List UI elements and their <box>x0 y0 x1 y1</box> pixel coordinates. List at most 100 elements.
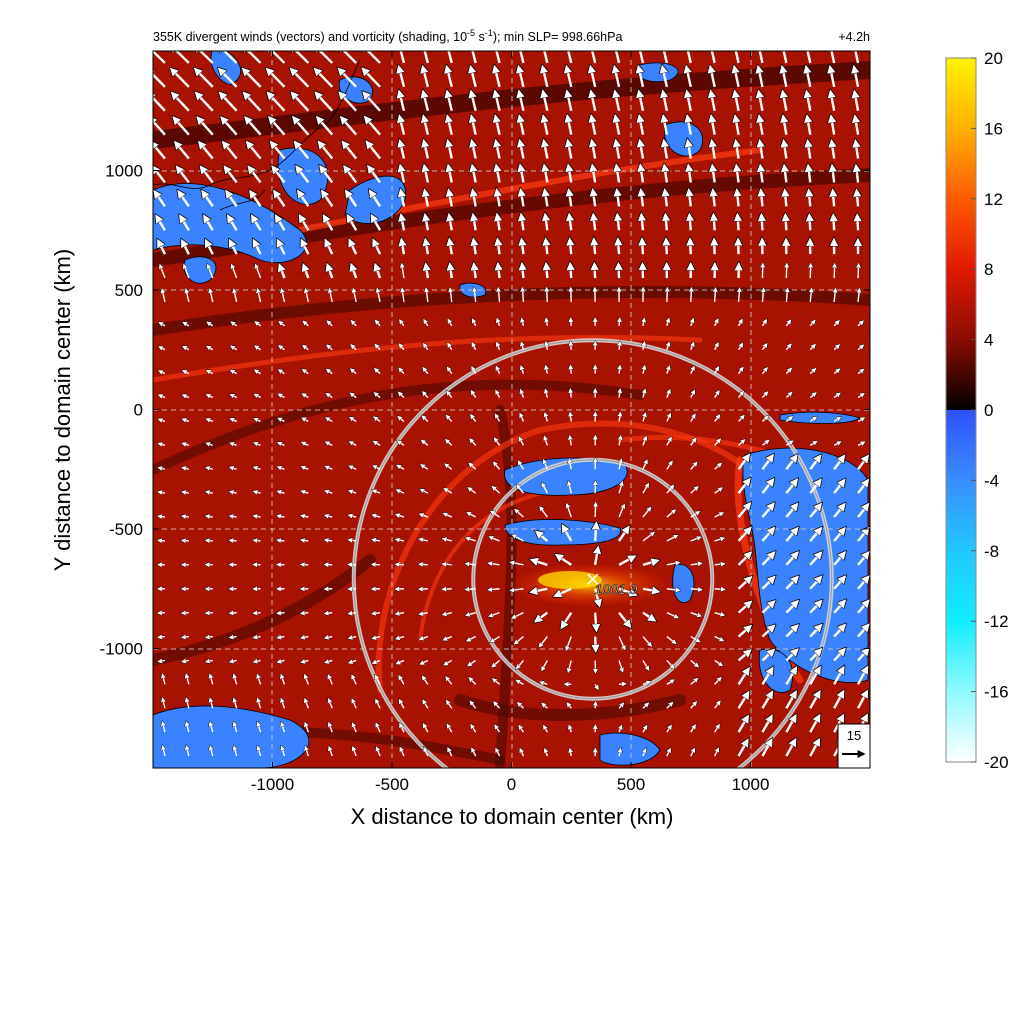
wind-vector <box>253 540 261 541</box>
wind-vector <box>734 66 738 88</box>
wind-vector <box>183 322 190 326</box>
wind-vector <box>521 214 523 231</box>
wind-vector <box>253 240 262 255</box>
wind-vector <box>785 320 791 327</box>
wind-vector <box>253 637 261 638</box>
wind-vector <box>469 677 477 685</box>
wind-vector <box>376 699 381 709</box>
wind-vector <box>158 492 166 493</box>
wind-vector <box>714 677 722 685</box>
wind-vector <box>855 140 858 159</box>
wind-vector <box>442 589 452 590</box>
wind-vector <box>544 140 548 159</box>
wind-vector <box>448 748 453 757</box>
wind-vector <box>785 344 791 351</box>
wind-vector <box>857 214 858 231</box>
wind-vector <box>472 164 476 183</box>
wind-vector <box>619 341 620 350</box>
wind-vector <box>442 613 452 615</box>
divergent-wind-vectors <box>153 51 869 757</box>
wind-vector <box>206 394 214 397</box>
wind-vector <box>348 637 357 639</box>
wind-vector <box>519 437 525 446</box>
wind-vector <box>830 66 834 88</box>
wind-vector <box>254 394 261 398</box>
wind-vector <box>466 538 476 541</box>
wind-vector <box>761 739 772 757</box>
wind-vector <box>735 115 738 135</box>
wind-vector <box>231 264 238 279</box>
wind-vector <box>785 392 792 399</box>
wind-vector <box>618 636 625 650</box>
wind-vector <box>182 419 190 422</box>
wind-vector <box>170 51 190 64</box>
wind-vector <box>516 659 524 668</box>
wind-vector <box>833 528 845 542</box>
wind-vector <box>205 516 213 517</box>
wind-vector <box>329 746 332 757</box>
wind-vector <box>470 414 477 422</box>
wind-vector <box>760 140 763 159</box>
wind-vector <box>204 215 214 231</box>
wind-vector <box>522 263 524 279</box>
wind-vector <box>711 115 715 135</box>
wind-vector <box>858 288 859 303</box>
wind-vector <box>569 189 572 207</box>
wind-vector <box>512 535 524 542</box>
wind-vector <box>666 238 667 255</box>
wind-vector <box>396 514 405 517</box>
wind-vector <box>422 66 427 88</box>
wind-vector <box>423 700 429 709</box>
wind-vector <box>761 552 774 566</box>
wind-vector <box>545 389 547 398</box>
wind-vector <box>372 515 381 517</box>
wind-vector <box>531 560 548 565</box>
wind-vector <box>514 636 524 645</box>
wind-vector <box>496 189 499 207</box>
wind-vector <box>493 462 501 470</box>
wind-vector <box>294 141 310 160</box>
wind-vector <box>234 698 237 709</box>
wind-vector <box>615 90 619 111</box>
wind-vector <box>277 613 285 614</box>
wind-vector <box>691 366 695 374</box>
wind-vector <box>809 479 821 494</box>
y-axis-ticks: 1000 500 0 -500 -1000 <box>100 162 870 659</box>
colorbar: 20 16 12 8 4 0 -4 -8 -12 -16 -20 <box>945 49 1009 772</box>
wind-vector <box>640 164 643 183</box>
wind-vector <box>570 412 571 422</box>
wind-vector <box>832 165 834 183</box>
wind-vector <box>642 681 651 684</box>
wind-vector <box>784 164 786 183</box>
wind-vector <box>449 238 451 255</box>
wind-vector <box>195 92 214 112</box>
wind-vector <box>231 346 238 350</box>
wind-vector <box>834 263 835 279</box>
wind-vector <box>375 320 381 327</box>
wind-vector <box>782 51 788 64</box>
wind-vector <box>399 115 404 135</box>
wind-vector <box>715 288 716 302</box>
wind-vector <box>446 415 453 422</box>
wind-vector <box>338 68 358 88</box>
wind-vector <box>642 589 659 592</box>
wind-vector <box>205 240 214 255</box>
wind-vector <box>570 435 572 446</box>
wind-vector <box>833 576 845 590</box>
wind-vector <box>690 563 702 565</box>
x-tick-label: 1000 <box>732 775 770 794</box>
wind-vector <box>270 141 286 160</box>
wind-vector <box>401 214 404 231</box>
wind-vector <box>350 417 357 423</box>
wind-vector <box>785 455 797 470</box>
wind-vector <box>447 724 453 733</box>
wind-vector <box>690 238 691 255</box>
wind-vector <box>809 576 822 590</box>
wind-vector <box>180 215 190 231</box>
wind-vector <box>761 691 772 709</box>
wind-vector <box>352 723 357 733</box>
wind-vector <box>643 389 645 398</box>
wind-vector <box>520 413 524 422</box>
wind-vector <box>809 368 816 375</box>
wind-vector <box>785 441 793 446</box>
